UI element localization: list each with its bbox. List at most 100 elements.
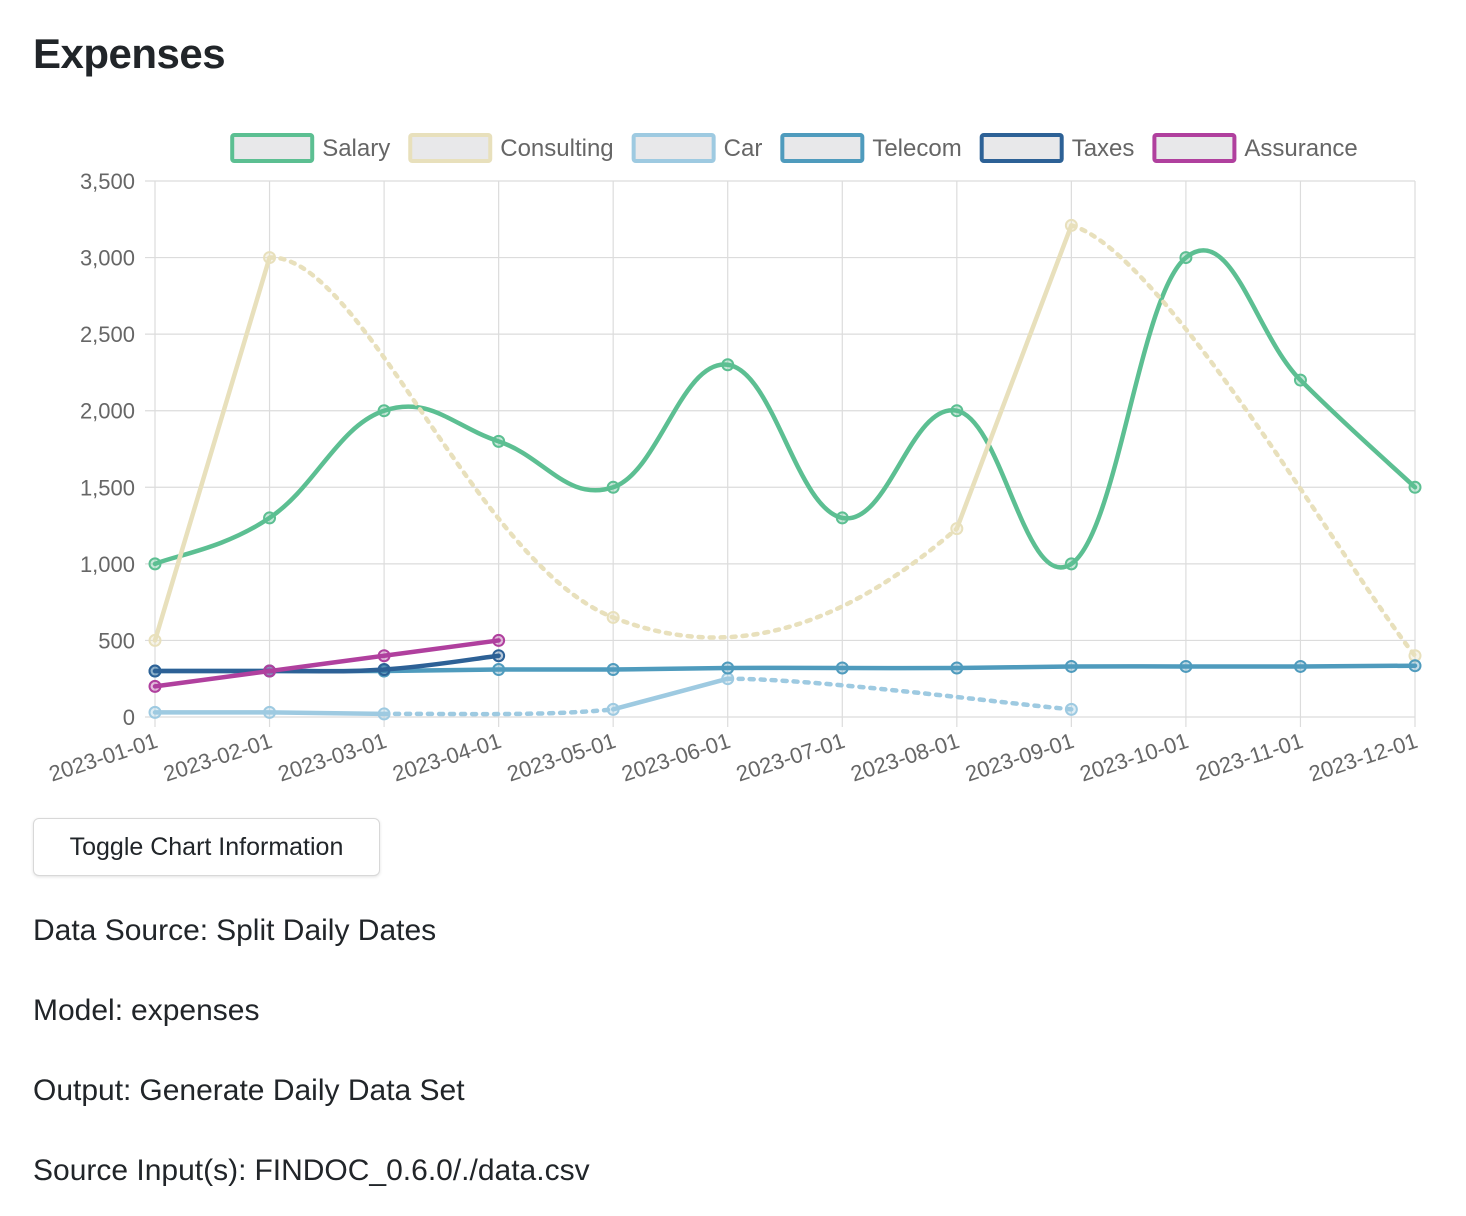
data-point[interactable] bbox=[148, 557, 162, 571]
data-point[interactable] bbox=[606, 610, 620, 624]
data-point[interactable] bbox=[1408, 659, 1422, 673]
x-tick-label: 2023-08-01 bbox=[848, 728, 963, 787]
info-label: Output: bbox=[33, 1074, 132, 1107]
data-point[interactable] bbox=[148, 705, 162, 719]
x-tick-label: 2023-01-01 bbox=[46, 728, 161, 787]
y-tick-label: 2,000 bbox=[80, 399, 135, 424]
info-label: Data Source: bbox=[33, 914, 209, 947]
data-point[interactable] bbox=[721, 661, 735, 675]
data-point[interactable] bbox=[1064, 659, 1078, 673]
chart-series bbox=[148, 218, 1422, 721]
legend-item-car[interactable]: Car bbox=[631, 133, 763, 163]
data-point[interactable] bbox=[1293, 373, 1307, 387]
legend-swatch bbox=[230, 133, 315, 163]
series-line bbox=[152, 255, 272, 643]
data-point[interactable] bbox=[606, 663, 620, 677]
series-salary bbox=[148, 248, 1422, 571]
data-point[interactable] bbox=[835, 511, 849, 525]
toggle-chart-information-button[interactable]: Toggle Chart Information bbox=[33, 818, 380, 876]
data-point[interactable] bbox=[1179, 659, 1193, 673]
series-line bbox=[152, 248, 1418, 570]
x-tick-label: 2023-02-01 bbox=[160, 728, 275, 787]
model-info: Model: expenses bbox=[33, 994, 259, 1028]
legend-item-telecom[interactable]: Telecom bbox=[780, 133, 962, 163]
data-point[interactable] bbox=[148, 679, 162, 693]
data-point[interactable] bbox=[1064, 218, 1078, 232]
page-title: Expenses bbox=[33, 30, 226, 77]
legend-swatch bbox=[979, 133, 1064, 163]
data-point[interactable] bbox=[377, 404, 391, 418]
series-gap-line bbox=[1069, 223, 1418, 658]
series-line bbox=[152, 638, 501, 689]
legend-swatch bbox=[780, 133, 865, 163]
data-point[interactable] bbox=[721, 672, 735, 686]
series-line bbox=[152, 710, 387, 717]
series-gap-line bbox=[725, 676, 1074, 712]
data-point[interactable] bbox=[263, 664, 277, 678]
data-point[interactable] bbox=[1179, 251, 1193, 265]
legend-item-consulting[interactable]: Consulting bbox=[408, 133, 614, 163]
data-point[interactable] bbox=[606, 480, 620, 494]
data-point[interactable] bbox=[492, 649, 506, 663]
x-tick-label: 2023-11-01 bbox=[1193, 728, 1306, 786]
data-point[interactable] bbox=[263, 511, 277, 525]
series-line bbox=[610, 676, 730, 712]
data-point[interactable] bbox=[1064, 557, 1078, 571]
x-axis-ticks: 2023-01-01 2023-02-01 2023-03-01 2023-04-01… bbox=[46, 728, 1421, 787]
y-tick-label: 1,500 bbox=[80, 475, 135, 500]
data-point[interactable] bbox=[1408, 649, 1422, 663]
x-tick-label: 2023-06-01 bbox=[619, 728, 734, 787]
series-line bbox=[152, 653, 501, 674]
data-point[interactable] bbox=[835, 661, 849, 675]
x-tick-label: 2023-04-01 bbox=[389, 728, 504, 787]
output-info: Output: Generate Daily Data Set bbox=[33, 1074, 465, 1108]
legend-item-taxes[interactable]: Taxes bbox=[979, 133, 1135, 163]
y-axis-ticks: 0 500 1,000 1,500 2,000 2,500 3,000 3,500 bbox=[80, 169, 135, 730]
data-point[interactable] bbox=[606, 702, 620, 716]
data-point[interactable] bbox=[1293, 659, 1307, 673]
series-consulting bbox=[148, 218, 1422, 663]
info-value: Split Daily Dates bbox=[216, 914, 437, 947]
data-point[interactable] bbox=[148, 664, 162, 678]
legend-label: Car bbox=[724, 135, 763, 162]
data-point[interactable] bbox=[1408, 480, 1422, 494]
data-point[interactable] bbox=[950, 404, 964, 418]
info-value: FINDOC_0.6.0/./data.csv bbox=[254, 1154, 590, 1187]
info-value: Generate Daily Data Set bbox=[139, 1074, 465, 1107]
x-tick-label: 2023-07-01 bbox=[733, 728, 848, 787]
info-value: expenses bbox=[131, 994, 260, 1027]
data-point[interactable] bbox=[377, 707, 391, 721]
legend-label: Taxes bbox=[1072, 135, 1135, 162]
legend-label: Telecom bbox=[872, 135, 961, 162]
info-label: Source Input(s): bbox=[33, 1154, 247, 1187]
series-gap-line bbox=[610, 526, 960, 640]
data-point[interactable] bbox=[263, 705, 277, 719]
y-tick-label: 3,500 bbox=[80, 169, 135, 194]
data-point[interactable] bbox=[950, 661, 964, 675]
data-point[interactable] bbox=[950, 522, 964, 536]
series-assurance bbox=[148, 633, 506, 693]
legend-item-salary[interactable]: Salary bbox=[230, 133, 390, 163]
data-point[interactable] bbox=[1064, 702, 1078, 716]
legend-item-assurance[interactable]: Assurance bbox=[1152, 133, 1358, 163]
data-point[interactable] bbox=[721, 358, 735, 372]
data-point[interactable] bbox=[492, 434, 506, 448]
data-point[interactable] bbox=[377, 663, 391, 677]
series-gap-line bbox=[381, 707, 616, 717]
legend-swatch bbox=[1152, 133, 1237, 163]
chart-legend: Salary Consulting Car Telecom Taxes Assurance bbox=[230, 133, 1358, 163]
data-point[interactable] bbox=[263, 251, 277, 265]
y-tick-label: 2,500 bbox=[80, 322, 135, 347]
series-taxes bbox=[148, 649, 506, 678]
x-tick-label: 2023-09-01 bbox=[962, 728, 1077, 787]
data-point[interactable] bbox=[492, 633, 506, 647]
info-label: Model: bbox=[33, 994, 124, 1027]
x-tick-label: 2023-05-01 bbox=[504, 728, 619, 787]
legend-swatch bbox=[631, 133, 716, 163]
data-point[interactable] bbox=[377, 649, 391, 663]
y-tick-label: 500 bbox=[98, 628, 135, 653]
x-tick-label: 2023-12-01 bbox=[1306, 728, 1421, 787]
legend-swatch bbox=[408, 133, 493, 163]
data-point[interactable] bbox=[148, 633, 162, 647]
data-point[interactable] bbox=[492, 663, 506, 677]
